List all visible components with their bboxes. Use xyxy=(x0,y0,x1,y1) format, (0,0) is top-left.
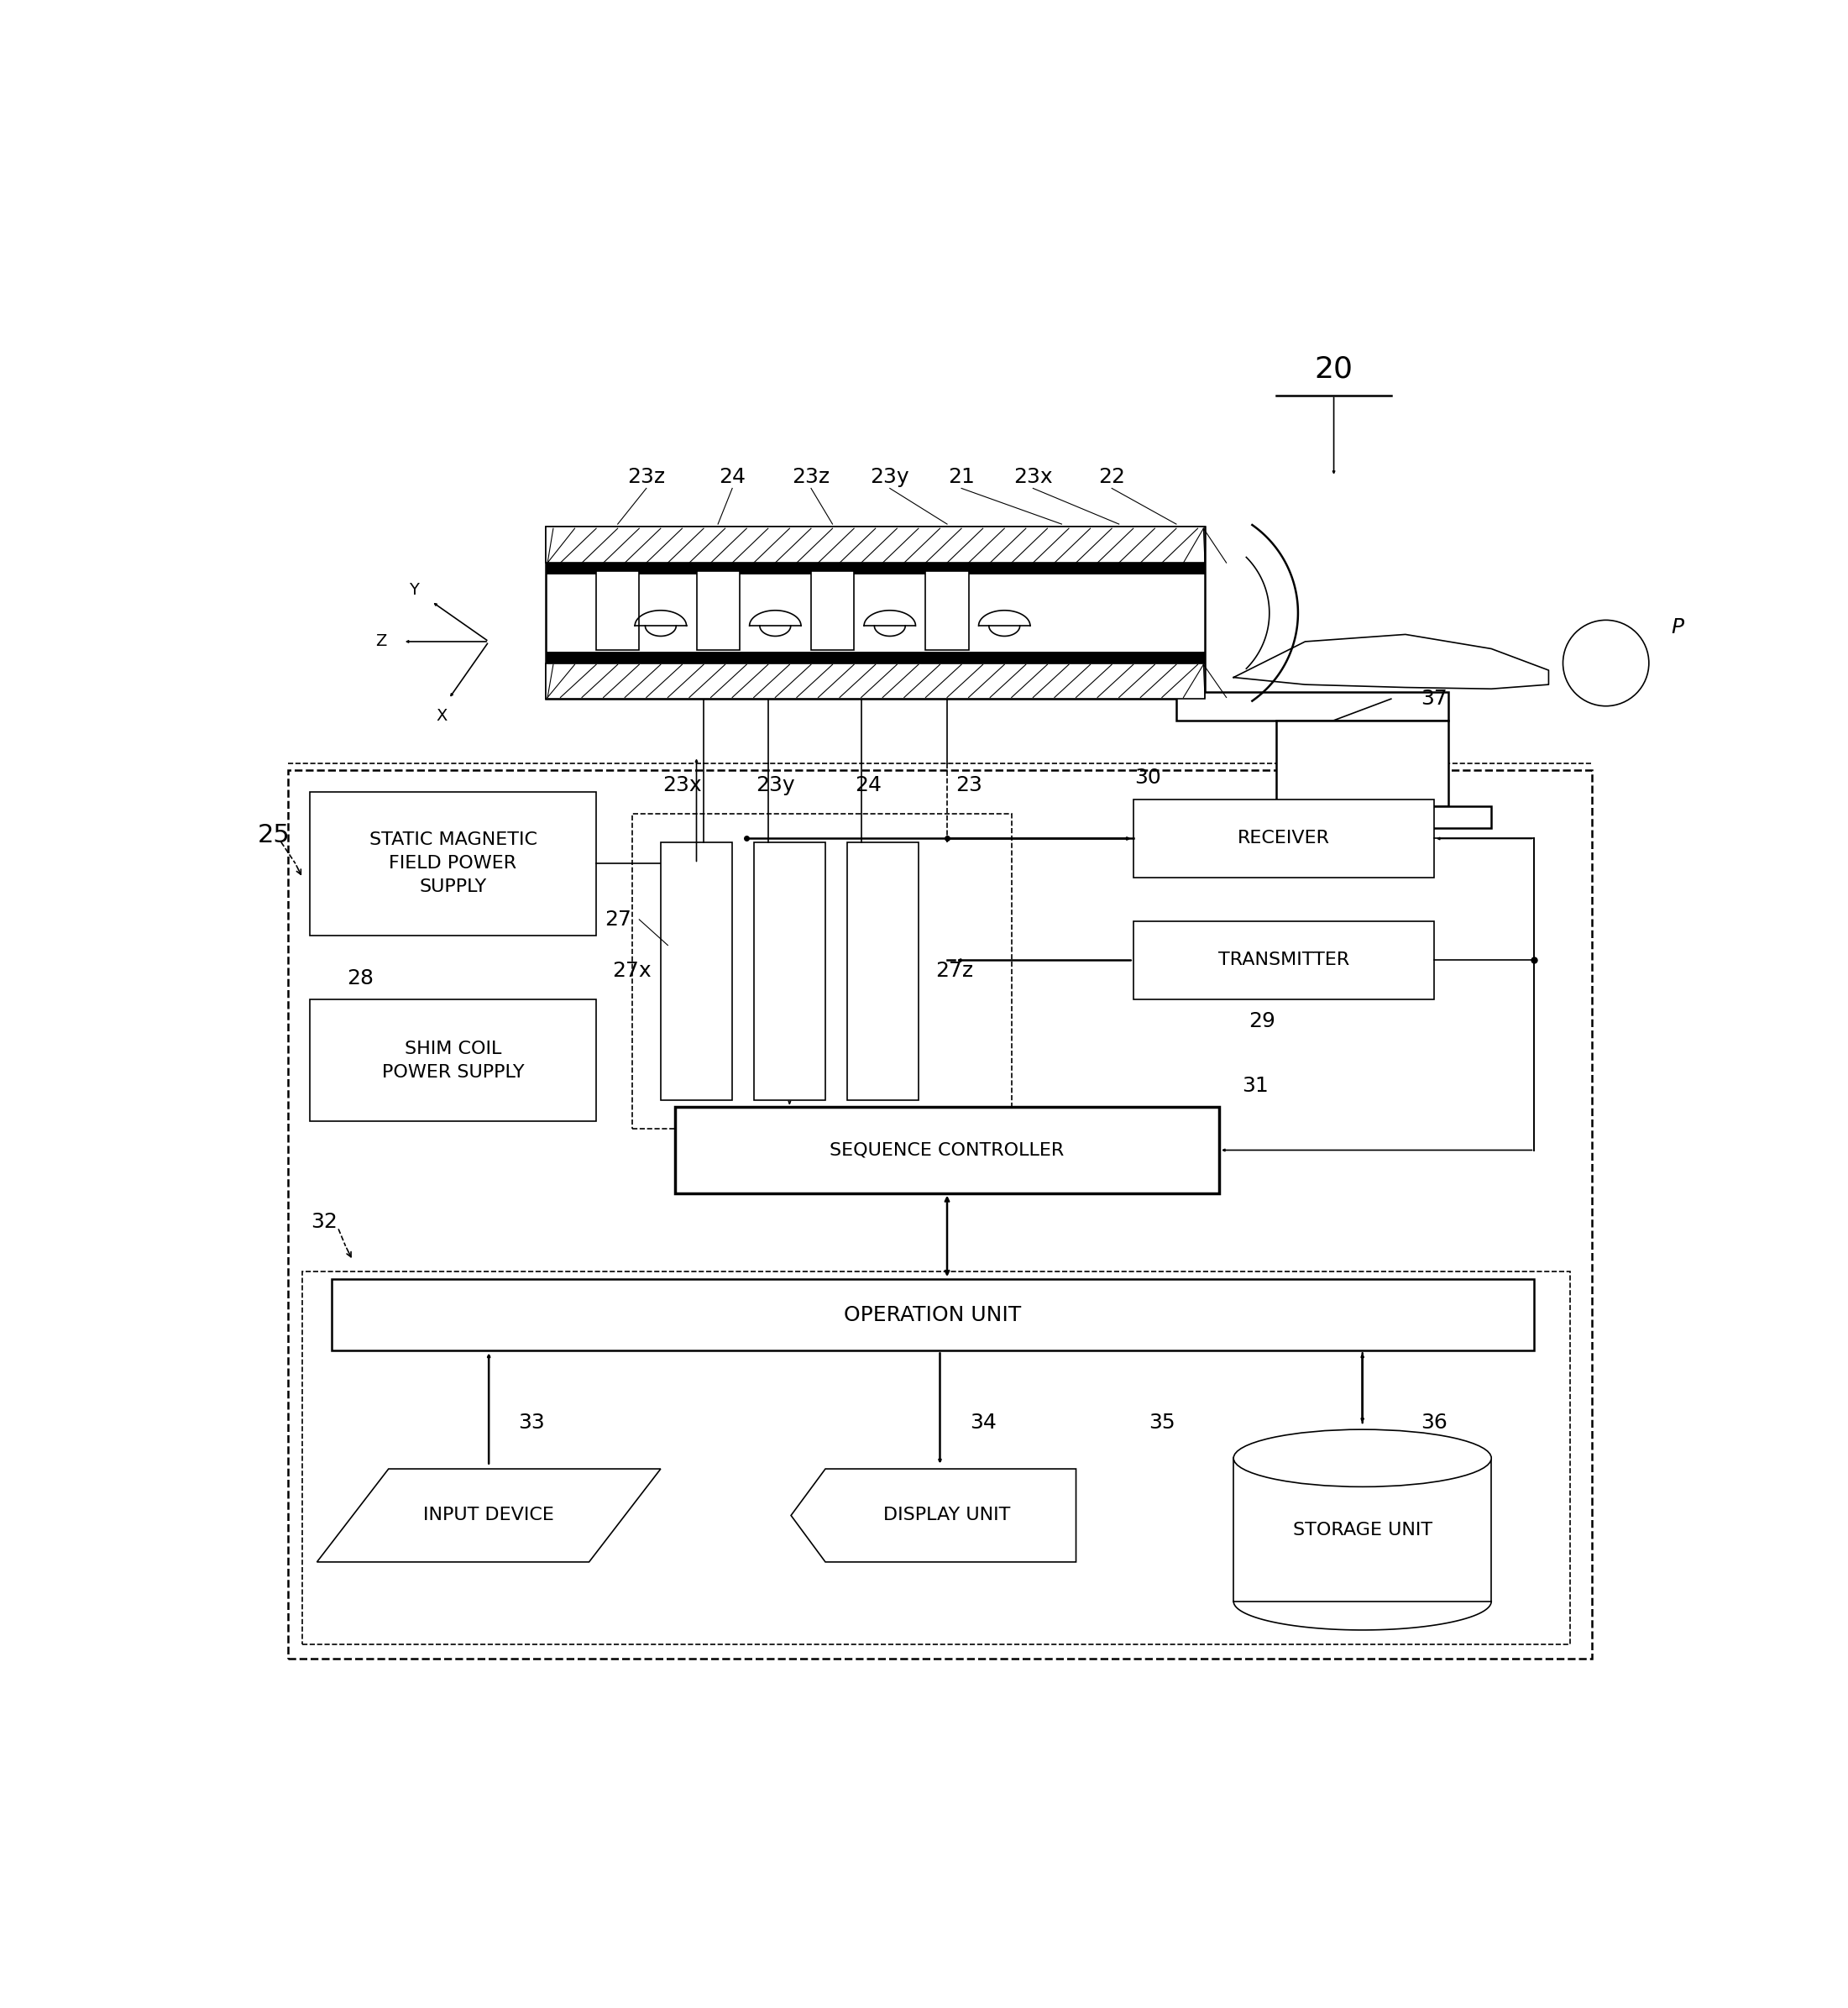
Text: DISPLAY UNIT: DISPLAY UNIT xyxy=(883,1508,1011,1524)
Bar xyxy=(662,841,732,1100)
Text: 33: 33 xyxy=(519,1412,545,1432)
Text: 23y: 23y xyxy=(870,466,909,486)
Bar xyxy=(926,572,968,651)
Bar xyxy=(754,841,826,1100)
Text: 31: 31 xyxy=(1242,1076,1268,1096)
Text: 36: 36 xyxy=(1421,1412,1447,1432)
Text: 23: 23 xyxy=(955,775,981,795)
Bar xyxy=(846,841,918,1100)
Polygon shape xyxy=(318,1470,662,1562)
Text: 24: 24 xyxy=(719,466,747,486)
Bar xyxy=(1277,721,1449,807)
Bar xyxy=(1133,922,1434,1000)
Text: 23x: 23x xyxy=(663,775,702,795)
Bar xyxy=(310,791,597,936)
Bar xyxy=(697,572,739,651)
Text: 27y: 27y xyxy=(699,1106,737,1126)
Text: 32: 32 xyxy=(310,1211,338,1231)
Text: 26: 26 xyxy=(410,825,438,845)
Text: X: X xyxy=(436,709,447,725)
Text: 27: 27 xyxy=(604,910,630,930)
Text: INPUT DEVICE: INPUT DEVICE xyxy=(423,1508,554,1524)
Bar xyxy=(632,813,1011,1128)
Text: 34: 34 xyxy=(970,1412,996,1432)
Bar xyxy=(547,663,1205,699)
Text: P: P xyxy=(1671,616,1684,637)
Bar xyxy=(811,572,854,651)
Text: 23x: 23x xyxy=(1013,466,1053,486)
Bar xyxy=(547,526,1205,699)
Bar xyxy=(1234,1458,1491,1602)
Text: 25: 25 xyxy=(257,823,290,847)
Text: 23z: 23z xyxy=(626,466,665,486)
Text: 29: 29 xyxy=(1249,1012,1275,1032)
Ellipse shape xyxy=(1234,1430,1491,1486)
Text: OPERATION UNIT: OPERATION UNIT xyxy=(845,1305,1022,1325)
Text: Y: Y xyxy=(410,582,419,598)
Bar xyxy=(547,526,1205,562)
Bar xyxy=(310,1000,597,1122)
Bar xyxy=(1234,807,1491,827)
Text: SEQUENCE CONTROLLER: SEQUENCE CONTROLLER xyxy=(830,1143,1064,1159)
Text: TRANSMITTER: TRANSMITTER xyxy=(1218,952,1349,968)
Text: 35: 35 xyxy=(1149,1412,1175,1432)
Text: 27z: 27z xyxy=(935,962,974,982)
Text: SHIM COIL
POWER SUPPLY: SHIM COIL POWER SUPPLY xyxy=(383,1040,525,1080)
Text: Z: Z xyxy=(375,635,386,649)
Text: 20: 20 xyxy=(1314,355,1353,384)
Text: 30: 30 xyxy=(1135,767,1161,787)
Text: 37: 37 xyxy=(1421,689,1447,709)
Text: 27x: 27x xyxy=(612,962,652,982)
Bar xyxy=(303,1271,1571,1645)
Bar xyxy=(597,572,639,651)
Text: 23y: 23y xyxy=(756,775,795,795)
Text: STORAGE UNIT: STORAGE UNIT xyxy=(1294,1522,1432,1538)
Bar xyxy=(675,1106,1220,1193)
Polygon shape xyxy=(791,1470,1076,1562)
Text: STATIC MAGNETIC
FIELD POWER
SUPPLY: STATIC MAGNETIC FIELD POWER SUPPLY xyxy=(370,831,538,896)
Bar xyxy=(1177,691,1449,721)
Text: 23z: 23z xyxy=(793,466,830,486)
Text: 24: 24 xyxy=(856,775,881,795)
Text: 28: 28 xyxy=(346,968,373,988)
Bar xyxy=(547,653,1205,663)
Bar xyxy=(331,1279,1534,1351)
Circle shape xyxy=(1563,620,1648,707)
Bar xyxy=(547,562,1205,574)
Bar xyxy=(288,771,1591,1659)
Text: 22: 22 xyxy=(1098,466,1125,486)
Text: RECEIVER: RECEIVER xyxy=(1238,829,1331,847)
Bar xyxy=(1133,799,1434,877)
Text: 21: 21 xyxy=(948,466,974,486)
